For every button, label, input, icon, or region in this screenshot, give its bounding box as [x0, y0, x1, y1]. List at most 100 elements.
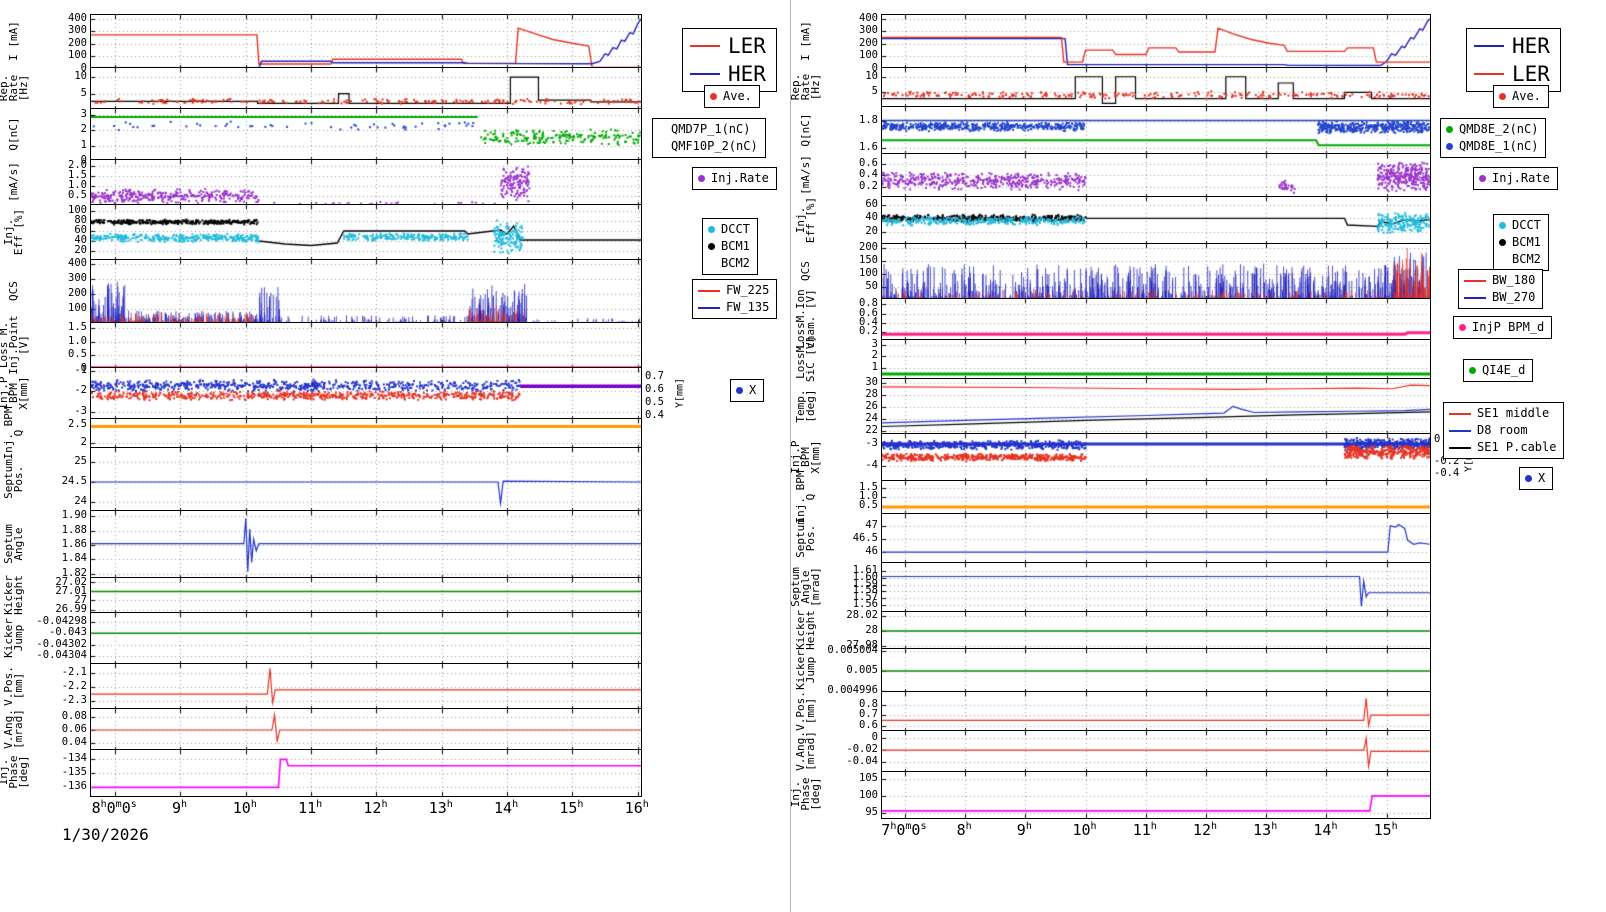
y-tick-label: 26 — [865, 400, 878, 412]
y-tick-label: 0.5 — [68, 189, 87, 201]
legend-dot-marker-icon — [1459, 324, 1466, 331]
plot-canvas — [882, 340, 1430, 380]
y-tick-label: 400 — [68, 11, 87, 24]
legend-dot-marker-icon — [1469, 367, 1476, 374]
legend-item: HER — [690, 60, 766, 88]
y-tick-label: 0.4 — [859, 168, 878, 181]
y-tick-label: 95 — [865, 805, 878, 818]
y-tick-label: 20 — [865, 224, 878, 237]
y-axis-label-text: Loss M. Inj.Point [V] — [0, 315, 30, 375]
plot-canvas — [91, 160, 641, 206]
legend-item-label: DCCT — [721, 222, 750, 236]
plot-area-kicker-jump — [90, 612, 642, 666]
y-axis-label-text: V.Ang. [mrad] — [794, 731, 817, 771]
legend-beam-current: LER HER — [682, 28, 777, 92]
legend-item-label: SE1 P.cable — [1477, 440, 1557, 454]
y-tick-label: 1.84 — [61, 552, 87, 565]
right-y-tick-label: -0.4 — [1434, 466, 1460, 479]
legend-line-marker-icon — [698, 306, 720, 309]
right-subplot-bunch-charge: Q[nC] 1.6 1.8 QMD8E_2(nC) QMD8E_1(nC) — [791, 106, 1606, 158]
legend-line-marker-icon — [1474, 73, 1504, 75]
legend-item-label: FW_135 — [726, 300, 770, 314]
plot-area-beam-current — [881, 14, 1431, 70]
right-column-kicker-jump — [642, 612, 792, 664]
plot-area-inj-eff — [90, 204, 642, 262]
y-tick-label: 0.005 — [846, 664, 878, 676]
y-tick-label: 0 — [871, 731, 878, 744]
y-tick-labels: 0.04 0.06 0.08 — [28, 708, 90, 750]
y-tick-label: 1.59 — [852, 577, 878, 590]
y-tick-labels: 1.6 1.8 — [821, 106, 881, 154]
y-tick-label: 0 — [80, 154, 87, 166]
y-axis-label-text: Kicker Height — [794, 610, 817, 650]
legend-item: FW_135 — [698, 299, 769, 316]
plot-area-v-ang — [881, 730, 1431, 774]
y-tick-label: -3 — [74, 404, 87, 417]
legend-temperature: SE1 middle D8 room SE1 P.cable — [1443, 402, 1565, 459]
right-column-v-pos — [1431, 691, 1606, 731]
plot-area-inj-phase — [90, 749, 642, 797]
y-axis-label-text: Inj. Phase [deg] — [789, 777, 822, 811]
legend-item-label: QMD7P_1(nC) — [671, 122, 751, 136]
y-tick-labels: 22 24 26 28 30 — [821, 375, 881, 437]
right-column-v-ang — [642, 708, 792, 750]
y-tick-label: -0.04 — [846, 755, 878, 768]
right-column-inj-eff: DCCT BCM1 BCM2 — [642, 204, 792, 275]
y-tick-label: 3 — [871, 337, 878, 350]
y-axis-label: Inj. Eff [%] — [791, 196, 821, 244]
legend-item-label: HER — [728, 62, 766, 86]
y-axis-label-text: Kicker Jump — [794, 650, 817, 690]
legend-item-label: SE1 middle — [1477, 406, 1550, 420]
right-subplot-inj-phase: Inj. Phase [deg] 95 100 105 — [789, 771, 1606, 819]
legend-item: BW_180 — [1464, 272, 1535, 289]
y-tick-label: 1.0 — [68, 179, 87, 191]
y-axis-label-text: I [mA] — [7, 21, 20, 61]
y-tick-label: 40 — [865, 211, 878, 224]
y-tick-label: 0.08 — [61, 709, 87, 722]
y-tick-label: 0.8 — [859, 697, 878, 710]
legend-beam-current: HER LER — [1466, 28, 1561, 92]
legend-item-label: Ave. — [1512, 89, 1541, 103]
y-axis-label-text: QCS — [7, 281, 20, 301]
legend-dot-marker-icon — [736, 387, 743, 394]
right-subplot-septum-angle: Septum Angle [mrad] 1.56 1.57 1.58 1.59 1.60 1… — [789, 562, 1606, 614]
x-tick-label: 15h — [1373, 821, 1398, 839]
legend-item-label: BCM2 — [721, 256, 750, 270]
y-axis-label-text: Kicker Height — [2, 575, 25, 615]
legend-line-marker-icon — [1449, 412, 1471, 415]
left-subplot-inj-phase: Inj. Phase [deg] -134 -135 -136 — [0, 749, 790, 797]
right-y-axis-label: Y[mm] — [674, 377, 686, 409]
x-tick-label: 11h — [298, 799, 323, 817]
y-tick-labels: 27.98 28 28.02 — [821, 609, 881, 651]
y-tick-label: -135 — [61, 766, 87, 778]
legend-no-marker — [1499, 256, 1506, 263]
y-axis-label: Inj. BPM Q — [0, 407, 28, 460]
plot-canvas — [91, 750, 641, 796]
right-subplot-v-pos: V.Pos. [mm] 0.6 0.7 0.8 — [791, 691, 1606, 733]
legend-item-label: DCCT — [1512, 218, 1541, 232]
legend-bunch-charge: QMD7P_1(nC) QMF10P_2(nC) — [652, 118, 766, 158]
plot-canvas — [91, 109, 641, 161]
y-tick-labels: 0.2 0.4 0.6 — [821, 153, 881, 197]
y-tick-labels: 5 10 — [28, 67, 90, 109]
right-column-beam-current: LER HER — [642, 14, 792, 92]
plot-canvas — [882, 107, 1430, 155]
right-y-tick-label: 0.5 — [645, 396, 664, 409]
right-subplot-inj-bpm-q: Inj. BPM Q 0.5 1.0 1.5 — [791, 471, 1606, 524]
y-axis-label: V.Ang. [mrad] — [0, 708, 28, 750]
y-tick-label: 105 — [859, 771, 878, 784]
plot-area-inj-eff — [881, 196, 1431, 246]
y-tick-label: 0 — [80, 362, 87, 374]
legend-item-label: LER — [728, 34, 766, 58]
y-axis-label: Inj. BPM Q — [791, 471, 821, 524]
y-tick-label: 10 — [865, 69, 878, 82]
left-subplot-septum-angle: Septum Angle 1.82 1.84 1.86 1.88 1.90 — [0, 509, 790, 580]
y-tick-label: 0.2 — [859, 324, 878, 337]
right-column-septum-angle — [1431, 562, 1606, 612]
y-tick-labels: -3 -4 — [821, 433, 881, 481]
y-tick-label: 30 — [865, 375, 878, 388]
y-tick-label: 0 — [80, 62, 87, 74]
legend-line-marker-icon — [1449, 429, 1471, 432]
y-tick-labels: 0.5 1.0 1.5 — [821, 480, 881, 514]
